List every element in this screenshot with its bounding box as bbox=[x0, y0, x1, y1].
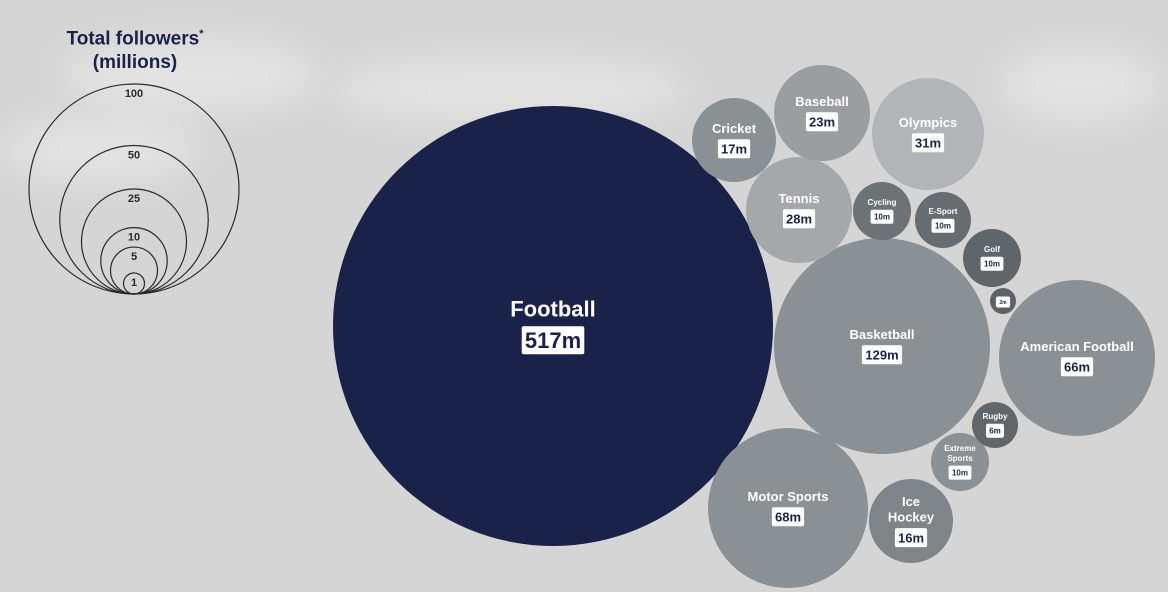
bubble-cycling: Cycling 10m bbox=[853, 182, 911, 240]
legend-title-mark: * bbox=[199, 28, 204, 40]
bubble-motor-sports: Motor Sports 68m bbox=[708, 428, 868, 588]
bubble-value-extreme-sports: 10m bbox=[952, 468, 968, 477]
bubble-olympics: Olympics 31m bbox=[872, 78, 984, 190]
bubble-value-pill-rugby bbox=[986, 423, 1004, 438]
bubble-e-sport: E-Sport 10m bbox=[915, 192, 971, 248]
bubble-basketball: Basketball 129m bbox=[774, 238, 990, 454]
bubble-name-e-sport: E-Sport bbox=[929, 207, 958, 216]
bubble-circle-football bbox=[333, 106, 773, 546]
bubble-name-golf: Golf bbox=[984, 245, 1000, 254]
legend-value-1: 1 bbox=[131, 277, 137, 289]
bubble-name-ice-hockey-2: Hockey bbox=[888, 510, 935, 525]
bubble-value-olympics: 31m bbox=[915, 135, 941, 150]
bubble-value-pill-baseball bbox=[805, 112, 839, 132]
legend-value-50: 50 bbox=[128, 150, 140, 162]
bubble-value-pill-unnamed-2m bbox=[995, 296, 1011, 308]
bubble-name-tennis: Tennis bbox=[779, 191, 820, 206]
bubble-golf: Golf 10m bbox=[963, 229, 1021, 287]
bubble-value-pill-golf bbox=[980, 256, 1004, 271]
legend-unit: (millions) bbox=[92, 52, 178, 74]
bubble-circle-ice-hockey bbox=[869, 479, 953, 563]
legend-value-100: 100 bbox=[125, 88, 143, 100]
bubble-value-pill-football bbox=[521, 326, 585, 355]
bubble-value-pill-cricket bbox=[717, 139, 751, 159]
bubble-name-football: Football bbox=[510, 297, 596, 322]
bubble-value-ice-hockey: 16m bbox=[898, 530, 924, 545]
legend-value-5: 5 bbox=[131, 251, 137, 263]
bubble-value-pill-motor-sports bbox=[771, 507, 805, 527]
bubble-value-pill-e-sport bbox=[931, 218, 955, 233]
bubble-tennis: Tennis 28m bbox=[746, 157, 852, 263]
bubble-name-olympics: Olympics bbox=[899, 115, 958, 130]
bubble-unnamed-2m: 2m bbox=[990, 288, 1016, 314]
bubble-value-e-sport: 10m bbox=[935, 222, 951, 231]
bubble-rugby: Rugby 6m bbox=[972, 402, 1018, 448]
legend-title: Total followers* (millions) bbox=[40, 22, 230, 75]
bubble-value-pill-ice-hockey bbox=[894, 528, 928, 548]
bubble-value-pill-tennis bbox=[782, 209, 816, 229]
bubble-baseball: Baseball 23m bbox=[774, 65, 870, 161]
bubble-value-baseball: 23m bbox=[809, 114, 835, 129]
bubble-name-ice-hockey-1: Ice bbox=[902, 494, 920, 509]
bubble-cricket: Cricket 17m bbox=[692, 98, 776, 182]
bubble-value-pill-basketball bbox=[861, 345, 903, 365]
bubble-value-unnamed-2m: 2m bbox=[999, 300, 1007, 306]
bubble-value-motor-sports: 68m bbox=[775, 509, 801, 524]
bubble-football: Football 517m bbox=[333, 106, 773, 546]
legend-circle-1 bbox=[122, 272, 146, 295]
legend-circle-50 bbox=[59, 144, 209, 295]
legend-value-25: 25 bbox=[128, 193, 140, 205]
bubble-name-cricket: Cricket bbox=[712, 121, 757, 136]
bubble-name-extreme-sports-1: Extreme bbox=[944, 444, 976, 453]
bubble-value-pill-cycling bbox=[870, 209, 894, 224]
bubble-name-basketball: Basketball bbox=[849, 327, 914, 342]
bubble-name-american-football: American Football bbox=[1020, 339, 1133, 354]
bubble-name-cycling: Cycling bbox=[868, 198, 897, 207]
legend-title-text: Total followers bbox=[66, 28, 200, 50]
bubble-value-pill-american-football bbox=[1060, 357, 1094, 377]
bubble-value-cricket: 17m bbox=[721, 141, 747, 156]
bubble-value-cycling: 10m bbox=[874, 213, 890, 222]
bubble-value-american-football: 66m bbox=[1064, 359, 1090, 374]
bubble-circle-extreme-sports bbox=[931, 433, 989, 491]
legend-value-10: 10 bbox=[128, 232, 140, 244]
bubble-value-golf: 10m bbox=[984, 260, 1000, 269]
bubble-value-basketball: 129m bbox=[865, 347, 898, 362]
bubble-value-pill-olympics bbox=[911, 133, 945, 153]
bubble-name-rugby: Rugby bbox=[983, 412, 1008, 421]
bubble-value-tennis: 28m bbox=[786, 211, 812, 226]
bubble-value-football: 517m bbox=[525, 328, 581, 353]
bubble-name-baseball: Baseball bbox=[795, 94, 848, 109]
bubble-name-motor-sports: Motor Sports bbox=[748, 489, 829, 504]
bubble-value-rugby: 6m bbox=[989, 427, 1001, 436]
bubble-name-extreme-sports-2: Sports bbox=[947, 454, 973, 463]
bubble-american-football: American Football 66m bbox=[999, 280, 1155, 436]
bubble-value-pill-extreme-sports bbox=[948, 465, 972, 480]
